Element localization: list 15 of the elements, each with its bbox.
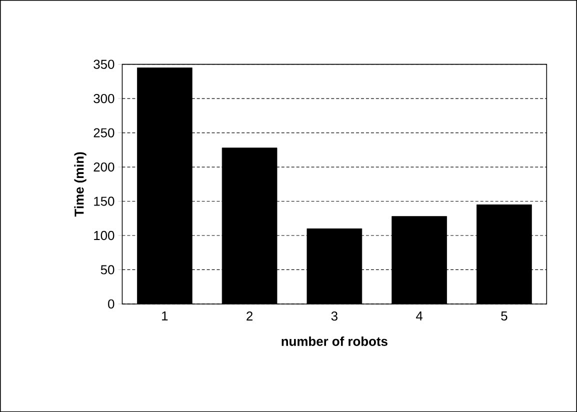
y-tick-label: 200 [94,162,114,172]
y-tick-label: 350 [94,60,114,69]
y-tick-label: 300 [94,94,114,104]
x-tick-label: 2 [246,311,252,320]
x-tick-label: 4 [416,311,423,320]
y-tick-label: 100 [94,230,114,240]
y-axis-title: Time (min) [74,152,86,216]
x-tick-label: 1 [162,311,168,320]
x-tick-label: 5 [501,311,508,320]
y-tick-label: 50 [100,265,114,274]
x-tick-label: 3 [331,311,338,321]
y-tick-label: 150 [94,196,114,206]
x-axis-title: number of robots [282,336,388,346]
y-tick-label: 250 [94,128,114,138]
y-tick-label: 0 [108,299,114,308]
